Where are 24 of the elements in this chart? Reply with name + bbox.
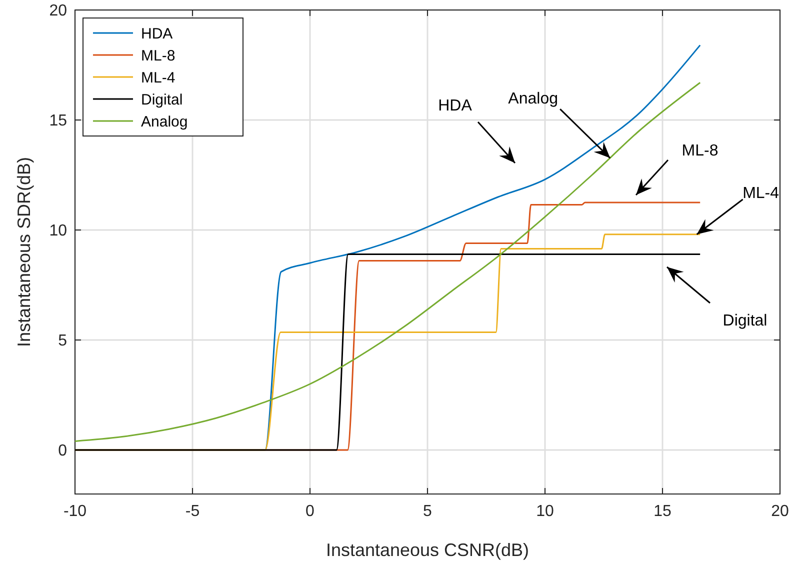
legend-label: HDA bbox=[141, 25, 173, 42]
x-axis-title: Instantaneous CSNR(dB) bbox=[326, 540, 530, 560]
x-tick-label: 20 bbox=[771, 503, 789, 520]
legend-label: Digital bbox=[141, 91, 183, 108]
annotation: Analog bbox=[508, 90, 558, 108]
annotation: Digital bbox=[722, 312, 768, 330]
annotation: HDA bbox=[438, 98, 472, 115]
x-tick-label: 5 bbox=[423, 503, 432, 520]
legend-label: Analog bbox=[141, 113, 188, 130]
x-tick-label: 15 bbox=[654, 503, 672, 520]
y-tick-label: 20 bbox=[49, 2, 68, 20]
x-tick-label: 10 bbox=[536, 503, 554, 520]
x-tick-label: -10 bbox=[63, 503, 87, 520]
y-tick-label: 5 bbox=[58, 332, 68, 350]
legend-label: ML-4 bbox=[141, 69, 176, 86]
y-tick-label: 0 bbox=[58, 442, 68, 460]
x-tick-label: -5 bbox=[185, 503, 200, 520]
y-tick-label: 15 bbox=[49, 112, 68, 130]
y-axis-title: Instantaneous SDR(dB) bbox=[14, 156, 34, 348]
x-tick-label: 0 bbox=[306, 503, 315, 520]
annotation: ML-8 bbox=[682, 142, 718, 160]
y-tick-label: 10 bbox=[49, 222, 68, 240]
annotation: ML-4 bbox=[742, 185, 780, 202]
legend-label: ML-8 bbox=[141, 47, 176, 64]
